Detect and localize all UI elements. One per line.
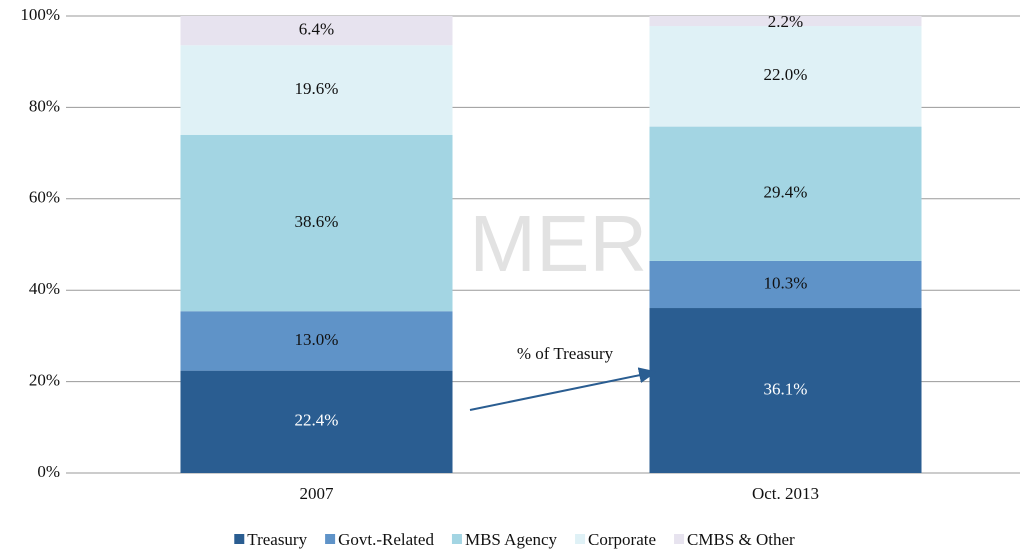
data-label: 19.6% [295,79,339,98]
chart: 0%20%40%60%80%100% MERK 200722.4%13.0%38… [0,0,1029,553]
legend: Treasury Govt.-Related MBS Agency Corporate… [234,530,795,549]
annotation: % of Treasury [517,344,614,363]
data-label: 10.3% [764,273,808,292]
data-label: 22.0% [764,65,808,84]
legend-swatch [575,534,585,544]
legend-swatch [674,534,684,544]
y-tick-label: 40% [29,279,60,298]
x-tick-label: Oct. 2013 [752,484,819,503]
legend-label: MBS Agency [465,530,558,549]
legend-swatch [325,534,335,544]
annotation-arrow [470,372,655,410]
legend-swatch [452,534,462,544]
data-label: 38.6% [295,212,339,231]
data-label: 6.4% [299,20,334,39]
y-tick-label: 100% [20,5,60,24]
data-label: 36.1% [764,379,808,398]
y-tick-label: 0% [37,462,60,481]
data-label: 22.4% [295,411,339,430]
y-tick-label: 20% [29,371,60,390]
y-tick-label: 60% [29,188,60,207]
data-label: 29.4% [764,183,808,202]
legend-label: CMBS & Other [687,530,795,549]
legend-label: Corporate [588,530,656,549]
x-tick-label: 2007 [300,484,335,503]
legend-label: Govt.-Related [338,530,434,549]
y-tick-label: 80% [29,96,60,115]
data-label: 2.2% [768,12,803,31]
legend-swatch [234,534,244,544]
data-label: 13.0% [295,330,339,349]
legend-label: Treasury [247,530,307,549]
